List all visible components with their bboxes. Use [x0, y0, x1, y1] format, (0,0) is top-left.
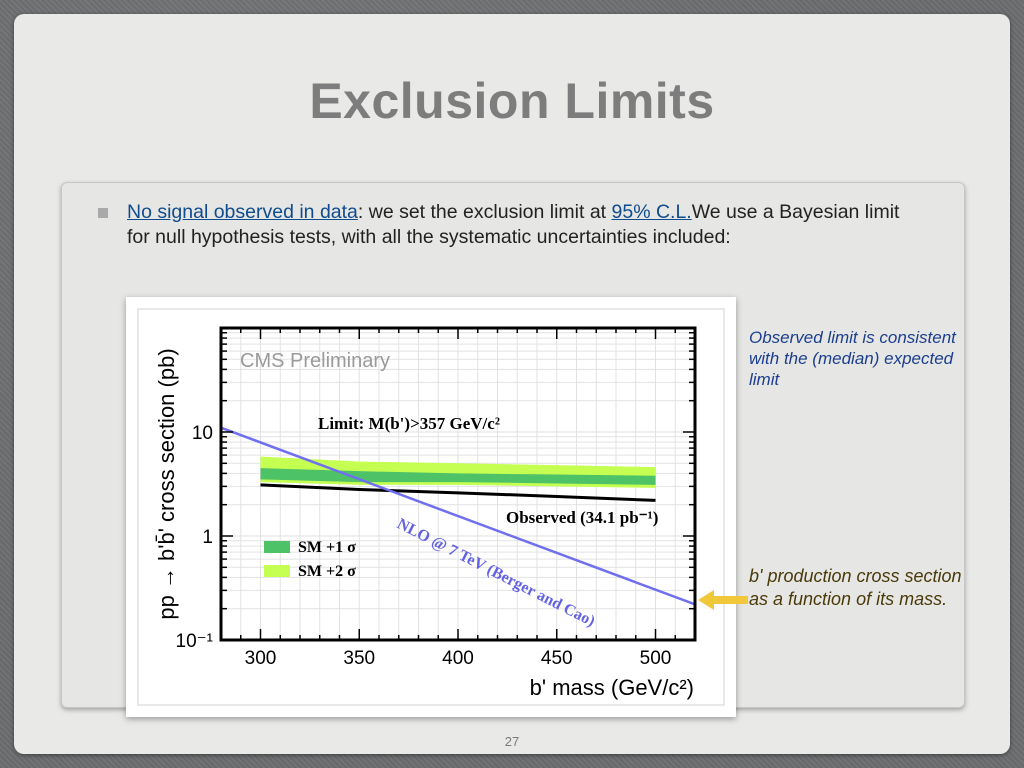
slide-title: Exclusion Limits	[309, 73, 715, 129]
x-axis-label: b' mass (GeV/c²)	[530, 675, 694, 700]
x-tick-label: 350	[343, 648, 375, 669]
y-tick-label: 1	[202, 527, 213, 548]
legend-label-sm1: SM +1 σ	[298, 539, 356, 556]
legend-label-sm2: SM +2 σ	[298, 563, 356, 580]
page-number: 27	[504, 734, 520, 749]
legend-swatch-sm1	[264, 541, 290, 553]
bullet-text: No signal observed in data: we set the e…	[127, 200, 927, 250]
bullet-square-icon	[98, 208, 108, 218]
arrow-shaft	[712, 596, 748, 604]
bullet-text-part2: We use a Bayesian limit for null hypothe…	[127, 201, 900, 248]
axis-ticks: 300 350 400 450 500 10⁻¹ 1 10	[176, 328, 696, 669]
exclusion-plot: 300 350 400 450 500 10⁻¹ 1 10 CMS Preliminary L…	[126, 297, 736, 717]
x-tick-label: 400	[442, 648, 474, 669]
legend-swatch-sm2	[264, 565, 290, 577]
band-sm1	[260, 468, 656, 485]
pointer-arrow-icon	[698, 590, 748, 610]
arrow-head	[698, 590, 714, 610]
y-tick-label: 10⁻¹	[176, 631, 214, 652]
confidence-level-link[interactable]: 95% C.L.	[611, 201, 692, 223]
theory-cross-section-line	[221, 426, 695, 606]
observed-limit-note: Observed limit is consistent with the (m…	[749, 328, 956, 389]
lines-group	[221, 426, 695, 606]
cms-preliminary-label: CMS Preliminary	[240, 350, 390, 372]
no-signal-link[interactable]: No signal observed in data	[127, 201, 358, 223]
observed-limit-line	[260, 483, 656, 502]
exclusion-plot-svg: 300 350 400 450 500 10⁻¹ 1 10 CMS Preliminary L…	[137, 308, 725, 706]
bullet-text-part1: : we set the exclusion limit at	[357, 201, 612, 223]
limit-annotation: Limit: M(b')>357 GeV/c²	[318, 414, 500, 433]
y-axis-label: pp → b'b̄' cross section (pb)	[154, 348, 179, 619]
x-tick-label: 500	[640, 648, 672, 669]
x-tick-label: 450	[541, 648, 573, 669]
x-tick-label: 300	[245, 648, 277, 669]
observed-annotation: Observed (34.1 pb⁻¹)	[506, 508, 658, 527]
y-tick-label: 10	[192, 423, 213, 444]
production-cross-section-note: b' production cross section as a functio…	[749, 566, 962, 609]
